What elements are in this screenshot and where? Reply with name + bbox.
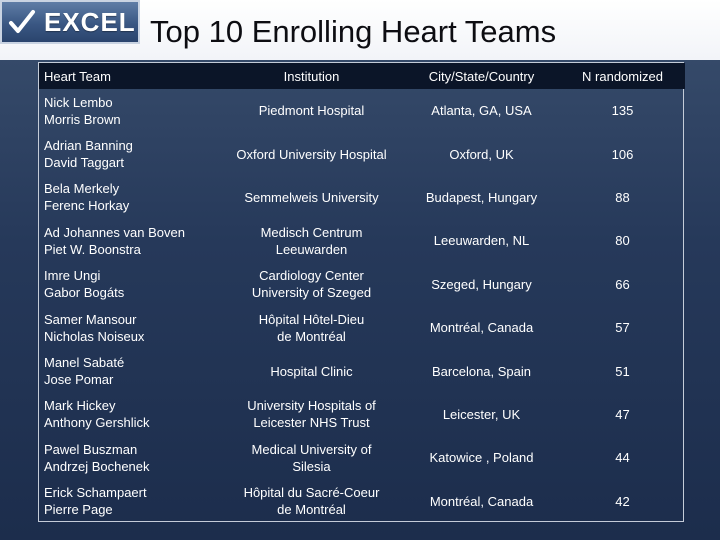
institution-cell: Cardiology Center University of Szeged <box>220 263 403 306</box>
n-randomized-cell: 106 <box>611 146 634 162</box>
institution-cell: Hôpital Hôtel-Dieu de Montréal <box>220 306 403 349</box>
heart-team-cell: Ad Johannes van Boven Piet W. Boonstra <box>39 219 220 262</box>
institution-cell: University Hospitals of Leicester NHS Tru… <box>220 393 403 436</box>
n-randomized-cell: 135 <box>611 103 634 119</box>
team-member-name: Bela Merkely <box>44 181 120 197</box>
institution-cell: Piedmont Hospital <box>220 89 403 132</box>
location-cell: Leicester, UK <box>442 406 521 422</box>
page-title: Top 10 Enrolling Heart Teams <box>150 14 557 49</box>
location-cell: Leeuwarden, NL <box>433 233 530 249</box>
team-member-name: Manel Sabaté <box>44 355 125 371</box>
team-member-name: Erick Schampaert <box>44 485 147 501</box>
team-member-name: Adrian Banning <box>44 138 133 154</box>
institution-cell: Medisch Centrum Leeuwarden <box>220 219 403 262</box>
institution-name-line: Semmelweis University <box>244 189 379 205</box>
column-header-heart-team: Heart Team <box>44 68 111 84</box>
location-cell: Montréal, Canada <box>429 320 534 336</box>
team-member-name: Anthony Gershlick <box>44 415 150 431</box>
institution-name-line: Silesia <box>292 458 331 474</box>
team-member-name: Mark Hickey <box>44 398 116 414</box>
institution-name-line: University of Szeged <box>251 285 372 301</box>
institution-cell: Hospital Clinic <box>220 349 403 392</box>
column-header-location: City/State/Country <box>428 68 535 84</box>
team-member-name: Gabor Bogáts <box>44 285 125 301</box>
table-row: Ad Johannes van Boven Piet W. Boonstra Med… <box>39 219 685 262</box>
institution-name-line: Hôpital Hôtel-Dieu <box>258 311 365 327</box>
team-member-name: Ferenc Horkay <box>44 198 130 214</box>
team-member-name: Imre Ungi <box>44 268 101 284</box>
team-member-name: Ad Johannes van Boven <box>44 224 185 240</box>
heart-team-cell: Imre Ungi Gabor Bogáts <box>39 263 220 306</box>
institution-name-line: Cardiology Center <box>259 268 364 284</box>
n-randomized-cell: 88 <box>615 189 630 205</box>
location-cell: Szeged, Hungary <box>431 276 532 292</box>
team-member-name: Jose Pomar <box>44 372 114 388</box>
n-randomized-cell: 44 <box>615 450 630 466</box>
table-row: Erick Schampaert Pierre Page Hôpital du Sa… <box>39 480 685 523</box>
n-randomized-cell: 57 <box>615 320 630 336</box>
table-row: Samer Mansour Nicholas Noiseux Hôpital Hôt… <box>39 306 685 349</box>
team-member-name: Pawel Buszman <box>44 441 138 457</box>
heart-team-cell: Erick Schampaert Pierre Page <box>39 480 220 523</box>
institution-name-line: de Montréal <box>277 502 346 518</box>
heart-team-cell: Mark Hickey Anthony Gershlick <box>39 393 220 436</box>
enrollment-table: Heart Team Institution City/State/Countr… <box>38 62 685 523</box>
heart-team-cell: Samer Mansour Nicholas Noiseux <box>39 306 220 349</box>
team-member-name: Andrzej Bochenek <box>44 458 150 474</box>
institution-cell: Medical University of Silesia <box>220 436 403 479</box>
team-member-name: Morris Brown <box>44 111 121 127</box>
heart-team-cell: Nick Lembo Morris Brown <box>39 89 220 132</box>
column-header-n-randomized: N randomized <box>582 68 663 84</box>
excel-logo: EXCEL <box>0 0 140 44</box>
table-row: Imre Ungi Gabor Bogáts Cardiology Center Un… <box>39 263 685 306</box>
institution-name-line: University Hospitals of <box>247 398 376 414</box>
location-cell: Barcelona, Spain <box>431 363 531 379</box>
team-member-name: Piet W. Boonstra <box>44 241 141 257</box>
team-member-name: Pierre Page <box>44 502 113 518</box>
institution-cell: Oxford University Hospital <box>220 132 403 175</box>
team-member-name: Nick Lembo <box>44 94 113 110</box>
location-cell: Oxford, UK <box>449 146 514 162</box>
institution-name-line: Medisch Centrum <box>260 224 363 240</box>
n-randomized-cell: 47 <box>615 406 630 422</box>
institution-name-line: Medical University of <box>251 441 372 457</box>
table-row: Mark Hickey Anthony Gershlick University H… <box>39 393 685 436</box>
institution-name-line: Leeuwarden <box>275 241 348 257</box>
table-row: Pawel Buszman Andrzej Bochenek Medical Uni… <box>39 436 685 479</box>
logo-text: EXCEL <box>44 6 136 37</box>
table-row: Nick Lembo Morris Brown Piedmont Hospital A… <box>39 89 685 132</box>
n-randomized-cell: 80 <box>615 233 630 249</box>
table-row: Adrian Banning David Taggart Oxford Univer… <box>39 132 685 175</box>
institution-cell: Hôpital du Sacré-Coeur de Montréal <box>220 480 403 523</box>
institution-name-line: Oxford University Hospital <box>236 146 387 162</box>
location-cell: Budapest, Hungary <box>425 189 538 205</box>
heart-team-cell: Bela Merkely Ferenc Horkay <box>39 176 220 219</box>
institution-name-line: Piedmont Hospital <box>258 103 365 119</box>
n-randomized-cell: 42 <box>615 493 630 509</box>
checkmark-icon <box>9 10 35 33</box>
institution-name-line: Hospital Clinic <box>270 363 353 379</box>
team-member-name: David Taggart <box>44 155 124 171</box>
institution-name-line: Hôpital du Sacré-Coeur <box>243 485 380 501</box>
table-header-row: Heart Team Institution City/State/Countr… <box>39 63 685 89</box>
institution-cell: Semmelweis University <box>220 176 403 219</box>
location-cell: Atlanta, GA, USA <box>431 103 532 119</box>
table-row: Manel Sabaté Jose Pomar Hospital Clinic Bar… <box>39 349 685 392</box>
heart-team-cell: Pawel Buszman Andrzej Bochenek <box>39 436 220 479</box>
column-header-institution: Institution <box>283 68 340 84</box>
institution-name-line: de Montréal <box>277 328 346 344</box>
table-row: Bela Merkely Ferenc Horkay Semmelweis Univ… <box>39 176 685 219</box>
heart-team-cell: Adrian Banning David Taggart <box>39 132 220 175</box>
location-cell: Katowice , Poland <box>429 450 534 466</box>
n-randomized-cell: 51 <box>615 363 630 379</box>
location-cell: Montréal, Canada <box>429 493 534 509</box>
team-member-name: Nicholas Noiseux <box>44 328 145 344</box>
team-member-name: Samer Mansour <box>44 311 137 327</box>
heart-team-cell: Manel Sabaté Jose Pomar <box>39 349 220 392</box>
n-randomized-cell: 66 <box>615 276 630 292</box>
institution-name-line: Leicester NHS Trust <box>253 415 370 431</box>
